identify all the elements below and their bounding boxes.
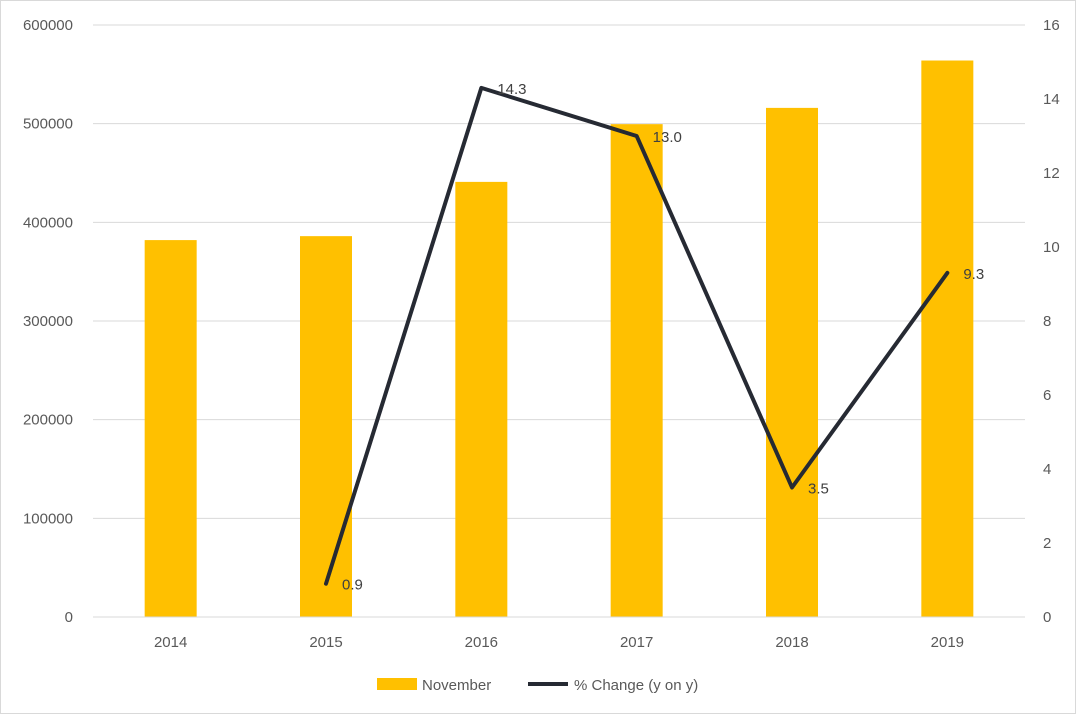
y-right-tick-label: 10 — [1043, 239, 1060, 256]
bar-2015 — [300, 236, 352, 617]
data-label: 9.3 — [963, 266, 984, 283]
y-left-tick-label: 500000 — [23, 116, 73, 133]
data-label: 14.3 — [497, 81, 526, 98]
data-label: 13.0 — [653, 129, 682, 146]
y-right-tick-label: 4 — [1043, 461, 1051, 478]
legend-label-pct-change: % Change (y on y) — [574, 677, 698, 694]
y-right-tick-label: 8 — [1043, 313, 1051, 330]
bar-2016 — [455, 181, 508, 617]
x-tick-label: 2017 — [620, 634, 653, 651]
bar-2019 — [921, 60, 974, 617]
x-tick-label: 2014 — [154, 634, 187, 651]
y-left-tick-label: 300000 — [23, 313, 73, 330]
data-label: 3.5 — [808, 481, 829, 498]
y-right-tick-label: 16 — [1043, 17, 1060, 34]
y-left-tick-label: 200000 — [23, 412, 73, 429]
x-tick-label: 2019 — [931, 634, 964, 651]
bar-2018 — [766, 107, 818, 617]
y-left-tick-label: 0 — [65, 609, 73, 626]
y-left-tick-label: 400000 — [23, 214, 73, 231]
legend-label-november: November — [422, 677, 491, 694]
y-right-tick-label: 12 — [1043, 165, 1060, 182]
x-tick-label: 2018 — [775, 634, 808, 651]
y-right-tick-label: 14 — [1043, 91, 1060, 108]
y-right-tick-label: 0 — [1043, 609, 1051, 626]
line-series-pct-change — [324, 85, 950, 586]
y-right-tick-label: 2 — [1043, 535, 1051, 552]
legend-swatch-november — [377, 678, 417, 690]
x-tick-label: 2015 — [309, 634, 342, 651]
bar-2014 — [144, 240, 197, 618]
data-label: 0.9 — [342, 577, 363, 594]
bar-2017 — [610, 124, 663, 617]
y-left-tick-label: 100000 — [23, 510, 73, 527]
y-right-tick-label: 6 — [1043, 387, 1051, 404]
x-tick-label: 2016 — [465, 634, 498, 651]
y-left-tick-label: 600000 — [23, 17, 73, 34]
